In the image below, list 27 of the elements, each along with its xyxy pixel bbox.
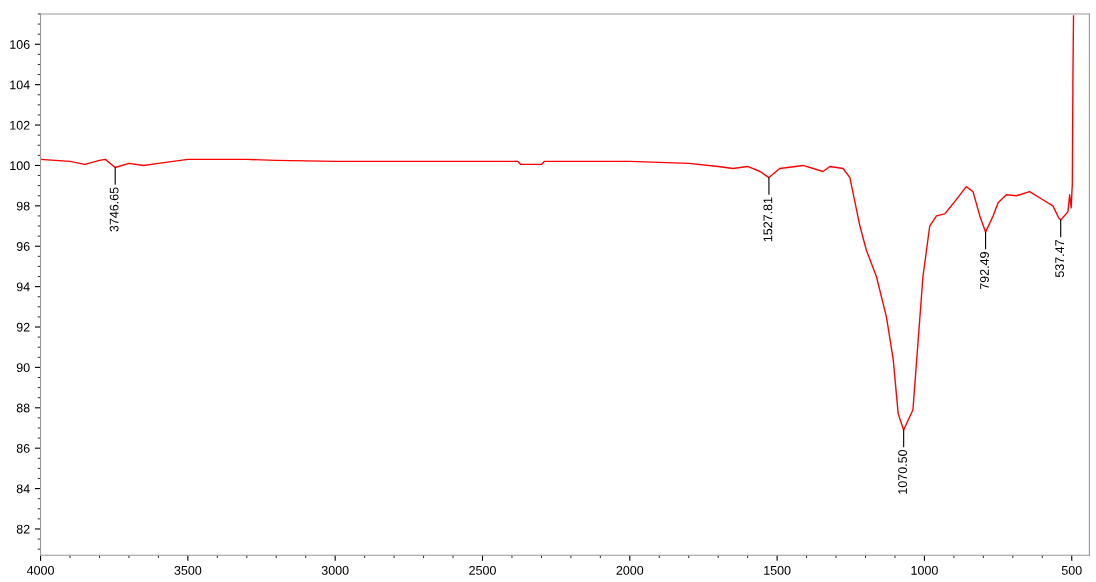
x-tick-label: 3500	[174, 565, 202, 575]
y-tick-label: 104	[10, 80, 30, 90]
line-series	[40, 15, 1075, 431]
annotation: 1527.81	[763, 197, 773, 242]
y-tick-label: 88	[16, 403, 30, 413]
x-tick-label: 1500	[764, 565, 791, 575]
annotation: 3746.65	[109, 187, 119, 232]
annotation: 537.47	[1055, 240, 1065, 278]
y-tick-label: 106	[10, 40, 30, 49]
x-tick-label: 500	[1061, 565, 1082, 575]
y-tick-label: 90	[16, 363, 30, 373]
y-tick-label: 102	[10, 120, 30, 130]
y-tick-label: 100	[10, 161, 30, 171]
x-tick-label: 2000	[616, 565, 644, 575]
y-tick-label: 84	[16, 484, 30, 494]
y-tick-label: 86	[16, 443, 30, 453]
x-tick-label: 3000	[321, 565, 349, 575]
x-tick-label: 1000	[911, 565, 938, 575]
y-tick-label: 92	[16, 322, 30, 332]
annotation: 792.49	[980, 252, 989, 290]
y-tick-label: 94	[16, 282, 30, 292]
annotation: 1070.50	[898, 449, 908, 494]
y-tick-label: 96	[16, 242, 30, 251]
y-tick-label: 82	[16, 524, 30, 534]
x-tick-label: 2500	[469, 565, 496, 575]
y-tick-label: 98	[16, 201, 30, 211]
x-tick-label: 4000	[26, 565, 54, 575]
